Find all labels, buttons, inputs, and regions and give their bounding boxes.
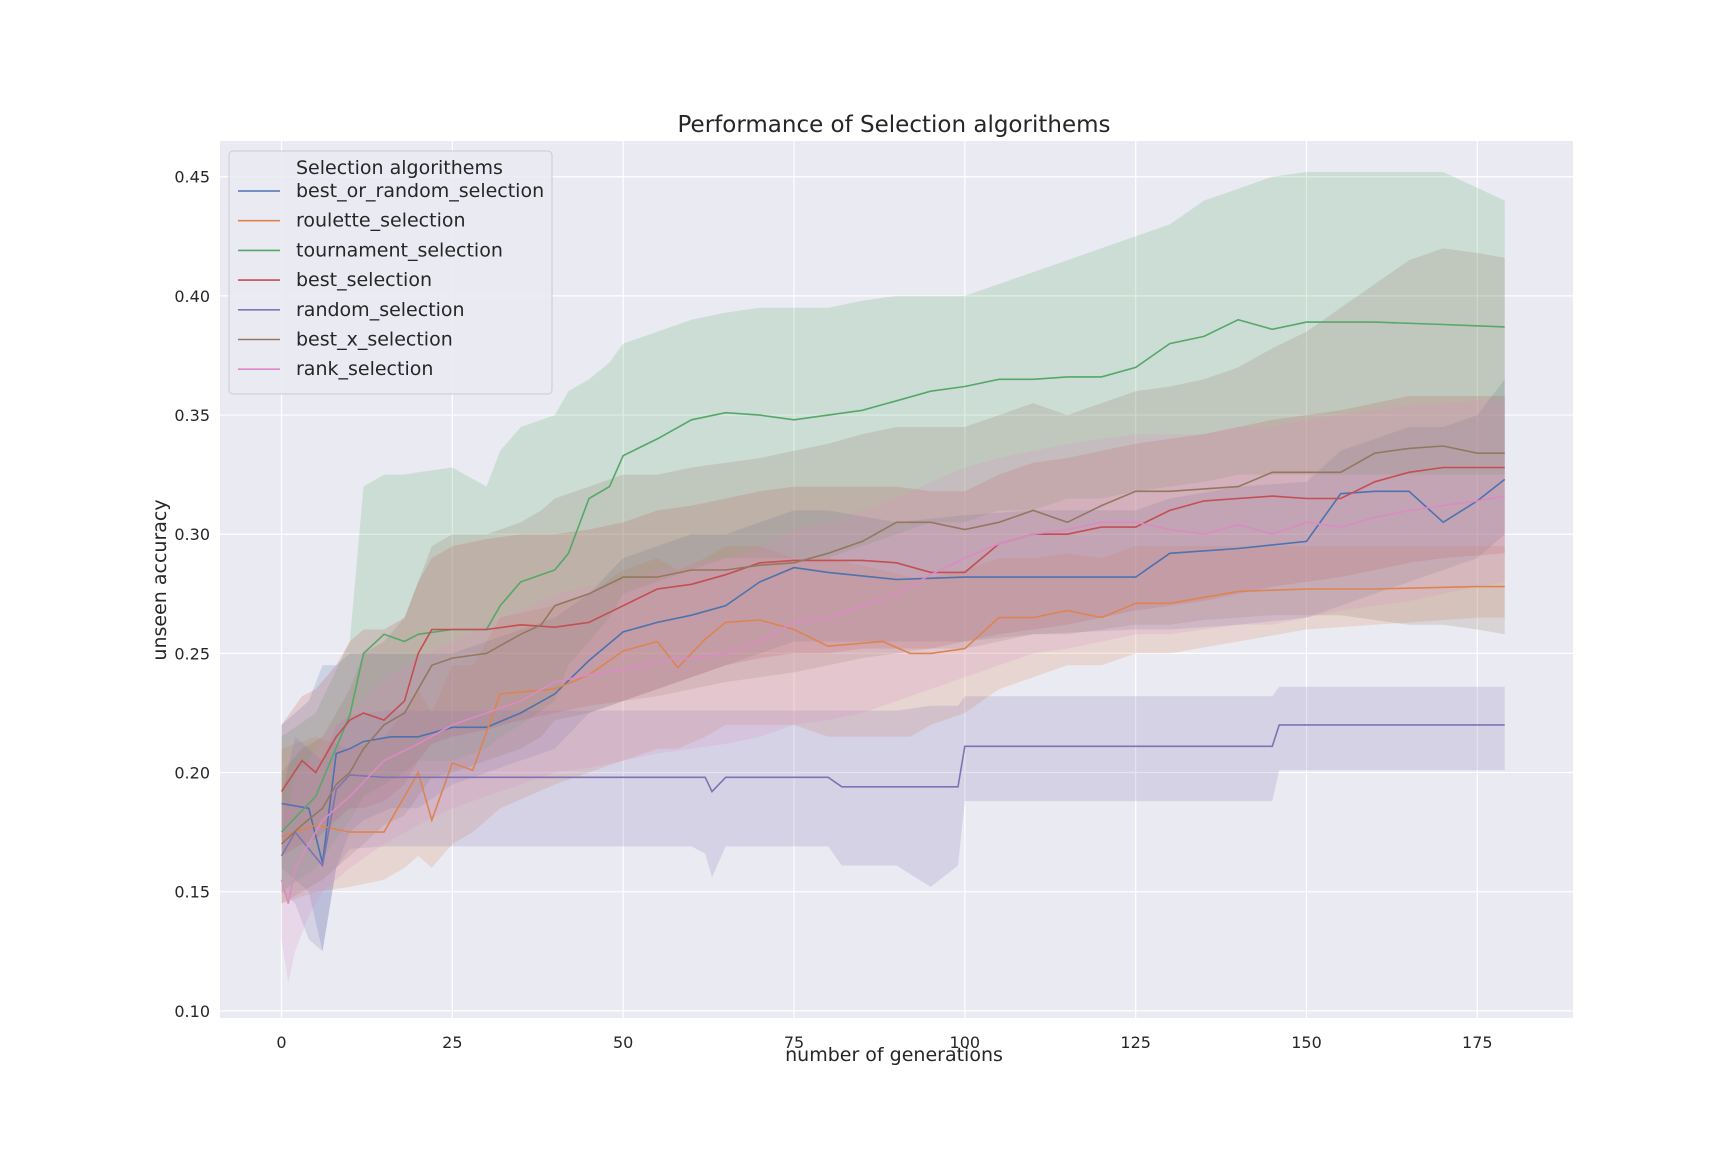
tournament-selection-legend-label: tournament_selection xyxy=(296,239,503,261)
best-x-selection-legend-label: best_x_selection xyxy=(296,329,453,351)
y-tick-label: 0.30 xyxy=(174,525,210,544)
y-tick-label: 0.40 xyxy=(174,287,210,306)
legend-entries: best_or_random_selection roulette_selecti… xyxy=(238,180,544,380)
roulette-selection-legend-label: roulette_selection xyxy=(296,210,466,232)
y-axis-ticks: 0.10 0.15 0.20 0.25 0.30 0.35 0.40 0.45 xyxy=(174,168,210,1021)
x-tick-label: 125 xyxy=(1120,1033,1151,1052)
best-selection-legend-label: best_selection xyxy=(296,269,432,291)
confidence-bands xyxy=(281,172,1505,983)
y-tick-label: 0.45 xyxy=(174,168,210,187)
x-tick-label: 150 xyxy=(1291,1033,1322,1052)
best-x-selection-line xyxy=(280,445,1505,845)
legend-title: Selection algorithems xyxy=(296,157,503,179)
x-tick-label: 0 xyxy=(276,1033,286,1052)
x-axis-ticks: 0 25 50 75 100 125 150 175 xyxy=(276,1033,1492,1052)
x-tick-label: 100 xyxy=(950,1033,981,1052)
best-or-random-selection-legend-label: best_or_random_selection xyxy=(296,180,544,202)
series-lines xyxy=(280,318,1506,904)
best-or-random-selection-line xyxy=(281,478,1506,864)
rank-selection-legend-label: rank_selection xyxy=(296,358,433,380)
y-tick-label: 0.10 xyxy=(174,1002,210,1021)
y-axis-label: unseen accuracy xyxy=(149,499,171,660)
best-selection-band xyxy=(281,396,1505,856)
best-selection-line xyxy=(280,466,1505,793)
y-tick-label: 0.35 xyxy=(174,406,210,425)
legend: Selection algorithems best_or_random_sel… xyxy=(228,150,553,395)
best-or-random-selection-band xyxy=(281,379,1505,952)
y-tick-label: 0.15 xyxy=(174,883,210,902)
rank-selection-band xyxy=(281,400,1505,983)
chart-title: Performance of Selection algorithems xyxy=(678,112,1111,138)
y-tick-label: 0.20 xyxy=(174,764,210,783)
best-x-selection-band xyxy=(281,248,1505,904)
x-tick-label: 75 xyxy=(784,1033,804,1052)
roulette-selection-line xyxy=(281,585,1505,838)
x-tick-label: 175 xyxy=(1462,1033,1493,1052)
random-selection-line xyxy=(280,724,1505,868)
random-selection-legend-label: random_selection xyxy=(296,299,465,321)
y-tick-label: 0.25 xyxy=(174,644,210,663)
x-tick-label: 25 xyxy=(442,1033,462,1052)
rank-selection-line xyxy=(280,495,1505,904)
grid xyxy=(220,141,1573,1018)
x-axis-label: number of generations xyxy=(785,1044,1003,1066)
x-tick-label: 50 xyxy=(613,1033,633,1052)
legend-box xyxy=(228,150,553,395)
tournament-selection-band xyxy=(281,172,1505,892)
roulette-selection-band xyxy=(281,546,1505,904)
random-selection-band xyxy=(281,686,1505,952)
